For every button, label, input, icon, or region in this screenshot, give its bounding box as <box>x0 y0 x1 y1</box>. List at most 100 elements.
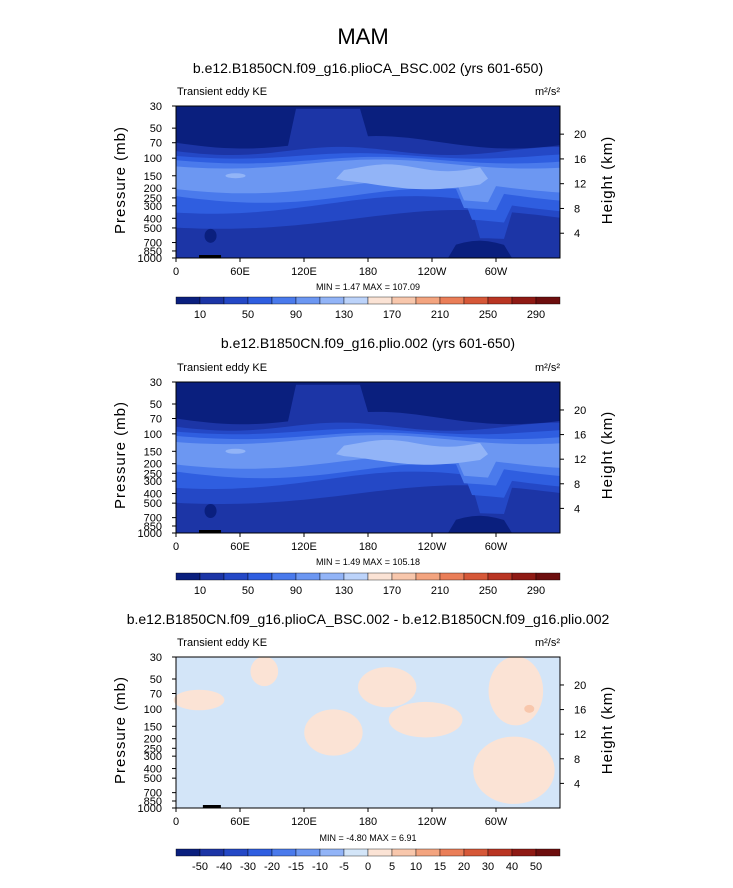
panel-2-colorbar-label: 210 <box>431 585 449 597</box>
panel-1-colorbar-label: 50 <box>242 309 254 321</box>
panel-3-colorbar-label: -15 <box>288 861 304 873</box>
panel-1-xtick-label: 60W <box>485 266 508 278</box>
panel-2-surface-patch <box>204 504 217 519</box>
panel-3-colorbar-label: 30 <box>482 861 494 873</box>
panel-1-colorbar-box <box>463 296 489 305</box>
panel-2-ytick-label: 850 <box>144 521 162 533</box>
season-title: MAM <box>337 24 388 49</box>
panel-1-colorbar-box <box>271 296 297 305</box>
panel-1-colorbar-box <box>391 296 417 305</box>
panel-2-y2tick-label: 12 <box>574 454 586 466</box>
panel-3-xtick-label: 120W <box>418 816 447 828</box>
panel-3-ytick-label: 300 <box>144 751 162 763</box>
panel-1-ytick-label: 500 <box>144 223 162 235</box>
panel-3-positive-east-mid <box>388 701 463 738</box>
panel-2-units: m²/s² <box>535 362 560 374</box>
panel-1-ytick-label: 100 <box>144 153 162 165</box>
panel-2-patch-left <box>225 448 246 454</box>
panel-3-ylabel: Pressure (mb) <box>112 676 129 784</box>
panel-3-ytick-label: 50 <box>150 674 162 686</box>
panel-2-colorbar-label: 90 <box>290 585 302 597</box>
panel-1-surface-band <box>176 240 560 258</box>
panel-2-colorbar-box <box>487 572 513 581</box>
panel-3-ytick-label: 200 <box>144 734 162 746</box>
panel-2-xtick-label: 180 <box>359 541 377 553</box>
panel-1-colorbar-box <box>511 296 537 305</box>
panel-3-colorbar-label: 15 <box>434 861 446 873</box>
panel-2-ytick-label: 1000 <box>138 528 162 540</box>
panel-3-ytick-label: 150 <box>144 721 162 733</box>
panel-3-colorbar-label: 10 <box>410 861 422 873</box>
panel-2-xtick-label: 60E <box>230 541 250 553</box>
panel-1-colorbar-label: 90 <box>290 309 302 321</box>
panel-3-stats: MIN = -4.80 MAX = 6.91 <box>319 833 416 843</box>
panel-1-xtick-label: 0 <box>173 266 179 278</box>
panel-1-variable-label: Transient eddy KE <box>177 86 267 98</box>
panel-3-colorbar-box <box>367 848 393 857</box>
panel-1-units: m²/s² <box>535 86 560 98</box>
panel-3-xtick-label: 180 <box>359 816 377 828</box>
panel-1-y2tick-label: 20 <box>574 129 586 141</box>
panel-2-ytick-label: 700 <box>144 513 162 525</box>
panel-3-positive-center-upper <box>358 667 417 708</box>
panel-3-colorbar-label: -50 <box>192 861 208 873</box>
panel-1-ytick-label: 1000 <box>138 253 162 265</box>
panel-1-ytick-label: 700 <box>144 238 162 250</box>
panel-3-colorbar-box <box>223 848 249 857</box>
panel-1-colorbar-label: 250 <box>479 309 497 321</box>
panel-2-y2tick-label: 8 <box>574 479 580 491</box>
panel-2-colorbar-label: 130 <box>335 585 353 597</box>
panel-1-colorbar-box <box>487 296 513 305</box>
panel-1-ytick-label: 30 <box>150 101 162 113</box>
panel-3-colorbar-label: 40 <box>506 861 518 873</box>
panel-1-colorbar-box <box>319 296 345 305</box>
panel-3-y2tick-label: 4 <box>574 778 580 790</box>
panel-2-colorbar-label: 10 <box>194 585 206 597</box>
panel-3-y2tick-label: 20 <box>574 680 586 692</box>
panel-3-colorbar-box <box>463 848 489 857</box>
panel-1-topography <box>199 255 222 258</box>
panel-2-ytick-label: 250 <box>144 468 162 480</box>
panel-3-y2label: Height (km) <box>599 686 616 775</box>
panel-2-ytick-label: 70 <box>150 413 162 425</box>
panel-2-ytick-label: 100 <box>144 429 162 441</box>
panel-3-ytick-label: 30 <box>150 652 162 664</box>
panel-3-positive-mid-west-upper <box>250 656 279 687</box>
panel-2-ytick-label: 300 <box>144 476 162 488</box>
panel-3-colorbar-label: -5 <box>339 861 349 873</box>
panel-1-ylabel: Pressure (mb) <box>112 126 129 234</box>
panel-3-colorbar-box <box>439 848 465 857</box>
panel-1-y2tick-label: 4 <box>574 228 580 240</box>
panel-2-colorbar-box <box>175 572 201 581</box>
panel-2-y2label: Height (km) <box>599 411 616 500</box>
panel-2-ytick-label: 200 <box>144 459 162 471</box>
panel-1-colorbar-box <box>535 296 561 305</box>
panel-3-colorbar-box <box>271 848 297 857</box>
panel-1-xtick-label: 180 <box>359 266 377 278</box>
panel-1-colorbar-box <box>295 296 321 305</box>
panel-3-colorbar-label: -10 <box>312 861 328 873</box>
panel-3-xtick-label: 60W <box>485 816 508 828</box>
panel-2-colorbar-box <box>415 572 441 581</box>
panel-2-y2tick-label: 4 <box>574 503 580 515</box>
panel-3-colorbar-label: 5 <box>389 861 395 873</box>
panel-3-y2tick-label: 8 <box>574 754 580 766</box>
panel-2-xtick-label: 0 <box>173 541 179 553</box>
panel-3-ytick-label: 850 <box>144 796 162 808</box>
panel-2-variable-label: Transient eddy KE <box>177 362 267 374</box>
panel-2-ytick-label: 50 <box>150 399 162 411</box>
panel-1-y2tick-label: 12 <box>574 179 586 191</box>
panel-1-ytick-label: 300 <box>144 201 162 213</box>
panel-3-xtick-label: 60E <box>230 816 250 828</box>
panel-2-stratosphere-level <box>176 382 560 425</box>
panel-2-y2tick-label: 16 <box>574 430 586 442</box>
panel-2-colorbar-box <box>439 572 465 581</box>
panel-2-surface-band <box>176 515 560 533</box>
panel-3-topography <box>202 805 221 808</box>
panel-1-colorbar-box <box>223 296 249 305</box>
panel-3-colorbar-box <box>295 848 321 857</box>
panel-3-positive-east-tall <box>488 656 544 726</box>
panel-1-colorbar-label: 290 <box>527 309 545 321</box>
panel-3-xtick-label: 0 <box>173 816 179 828</box>
